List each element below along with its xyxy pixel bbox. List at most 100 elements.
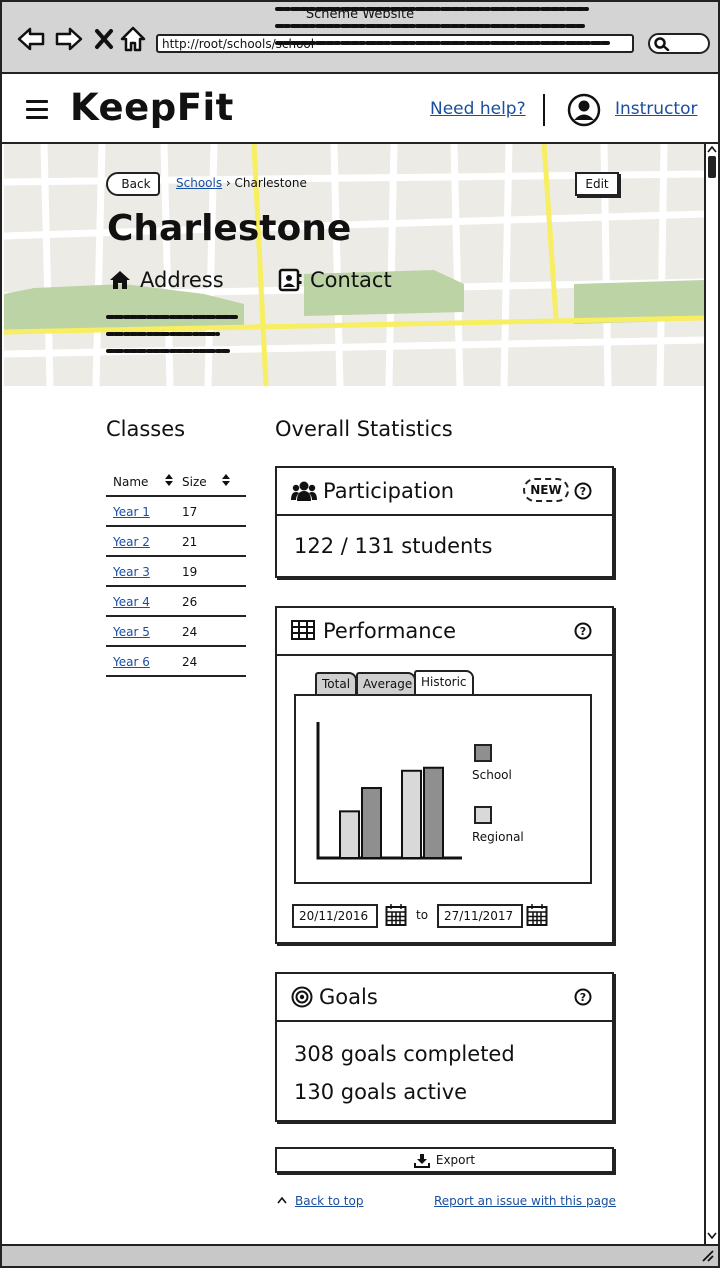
table-row: Year 3 19	[106, 557, 246, 587]
need-help-link[interactable]: Need help?	[430, 99, 526, 119]
house-icon	[110, 271, 130, 289]
resize-grip-icon[interactable]	[702, 1250, 714, 1262]
performance-title: Performance	[323, 619, 457, 643]
goals-title: Goals	[319, 985, 378, 1009]
performance-card-header: Performance ?	[277, 608, 612, 656]
app-header: KeepFit Need help? Instructor	[2, 76, 718, 144]
legend-swatch-regional	[474, 806, 492, 824]
legend-swatch-school	[474, 744, 492, 762]
performance-card: Performance ? Total Average Historic Sch…	[275, 606, 614, 944]
from-date-field[interactable]: 20/11/2016	[292, 904, 378, 928]
scroll-down-icon[interactable]	[707, 1232, 717, 1240]
performance-chart: School Regional	[294, 694, 592, 884]
instructor-link[interactable]: Instructor	[615, 99, 698, 119]
breadcrumb-separator-icon: ›	[225, 176, 235, 190]
back-button[interactable]: Back	[106, 172, 160, 196]
download-icon	[413, 1153, 430, 1168]
table-row: Year 6 24	[106, 647, 246, 677]
classes-table-header: Name Size	[106, 467, 246, 497]
scroll-up-icon[interactable]	[707, 145, 717, 153]
class-link[interactable]: Year 5	[113, 625, 150, 639]
date-range-to-label: to	[416, 908, 429, 922]
goals-card: Goals ? 308 goals completed 130 goals ac…	[275, 972, 614, 1122]
contact-label: Contact	[310, 268, 392, 292]
statistics-heading: Overall Statistics	[275, 417, 453, 441]
bar-school-2	[423, 766, 444, 859]
class-size: 19	[182, 565, 198, 579]
class-link[interactable]: Year 2	[113, 535, 150, 549]
participation-card: Participation NEW ? 122 / 131 students	[275, 466, 614, 578]
column-header-size[interactable]: Size	[182, 475, 207, 489]
help-icon[interactable]: ?	[574, 482, 592, 500]
app-logo[interactable]: KeepFit	[70, 86, 234, 129]
sort-icon[interactable]	[164, 473, 174, 487]
contact-heading: Contact	[278, 268, 392, 292]
table-row: Year 1 17	[106, 497, 246, 527]
back-to-top-link[interactable]: Back to top	[295, 1194, 364, 1208]
breadcrumb-schools-link[interactable]: Schools	[176, 176, 223, 190]
svg-text:?: ?	[580, 991, 586, 1004]
to-date-field[interactable]: 27/11/2017	[437, 904, 523, 928]
column-header-name[interactable]: Name	[113, 475, 149, 489]
scrollbar-thumb[interactable]	[708, 156, 716, 178]
edit-button[interactable]: Edit	[575, 172, 619, 196]
classes-heading: Classes	[106, 417, 186, 441]
class-size: 24	[182, 655, 198, 669]
address-heading: Address	[108, 268, 224, 292]
page-title: Charlestone	[107, 208, 352, 249]
new-badge: NEW	[523, 478, 569, 502]
class-link[interactable]: Year 6	[113, 655, 150, 669]
user-avatar-icon[interactable]	[567, 93, 601, 127]
browser-search-field[interactable]	[648, 33, 710, 54]
goals-card-header: Goals ?	[277, 974, 612, 1022]
vertical-scrollbar[interactable]	[704, 144, 718, 1244]
tab-total[interactable]: Total	[315, 672, 357, 696]
sort-icon[interactable]	[221, 473, 231, 487]
help-icon[interactable]: ?	[574, 622, 592, 640]
legend-label-school: School	[472, 768, 512, 782]
class-size: 26	[182, 595, 198, 609]
export-button[interactable]: Export	[275, 1147, 614, 1173]
hamburger-menu-icon[interactable]	[26, 100, 48, 120]
users-icon	[291, 481, 317, 501]
goals-completed: 308 goals completed	[294, 1042, 515, 1066]
class-size: 24	[182, 625, 198, 639]
status-bar	[2, 1244, 718, 1266]
contact-card-icon	[278, 268, 302, 292]
calendar-icon[interactable]	[526, 903, 548, 927]
table-grid-icon	[291, 620, 315, 640]
tab-historic[interactable]: Historic	[414, 670, 474, 696]
class-size: 17	[182, 505, 198, 519]
calendar-icon[interactable]	[385, 903, 407, 927]
class-link[interactable]: Year 4	[113, 595, 150, 609]
browser-toolbar: Scheme Website http://root/schools/schoo…	[2, 2, 718, 74]
header-divider	[543, 94, 545, 126]
participation-card-header: Participation NEW ?	[277, 468, 612, 516]
legend-label-regional: Regional	[472, 830, 524, 844]
participation-title: Participation	[323, 479, 455, 503]
breadcrumb-current: Charlestone	[234, 176, 307, 190]
table-row: Year 4 26	[106, 587, 246, 617]
address-text-placeholder	[106, 315, 238, 353]
help-icon[interactable]: ?	[574, 988, 592, 1006]
back-arrow-icon[interactable]	[16, 24, 46, 54]
bar-regional-2	[401, 769, 422, 859]
chevron-up-icon	[277, 1196, 287, 1204]
contact-text-placeholder	[275, 7, 611, 45]
stop-icon[interactable]	[90, 24, 120, 54]
forward-arrow-icon[interactable]	[54, 24, 84, 54]
classes-table: Name Size Year 1 17 Year 2 21 Year 3 19 …	[106, 467, 246, 677]
tab-average[interactable]: Average	[356, 672, 416, 696]
svg-text:?: ?	[580, 485, 586, 498]
class-link[interactable]: Year 1	[113, 505, 150, 519]
class-size: 21	[182, 535, 198, 549]
bar-school-1	[361, 787, 382, 859]
home-icon[interactable]	[118, 24, 148, 54]
participation-value: 122 / 131 students	[294, 534, 493, 558]
breadcrumb: Schools › Charlestone	[176, 176, 307, 190]
class-link[interactable]: Year 3	[113, 565, 150, 579]
bar-regional-1	[339, 810, 360, 859]
report-issue-link[interactable]: Report an issue with this page	[434, 1194, 616, 1208]
goals-active: 130 goals active	[294, 1080, 468, 1104]
